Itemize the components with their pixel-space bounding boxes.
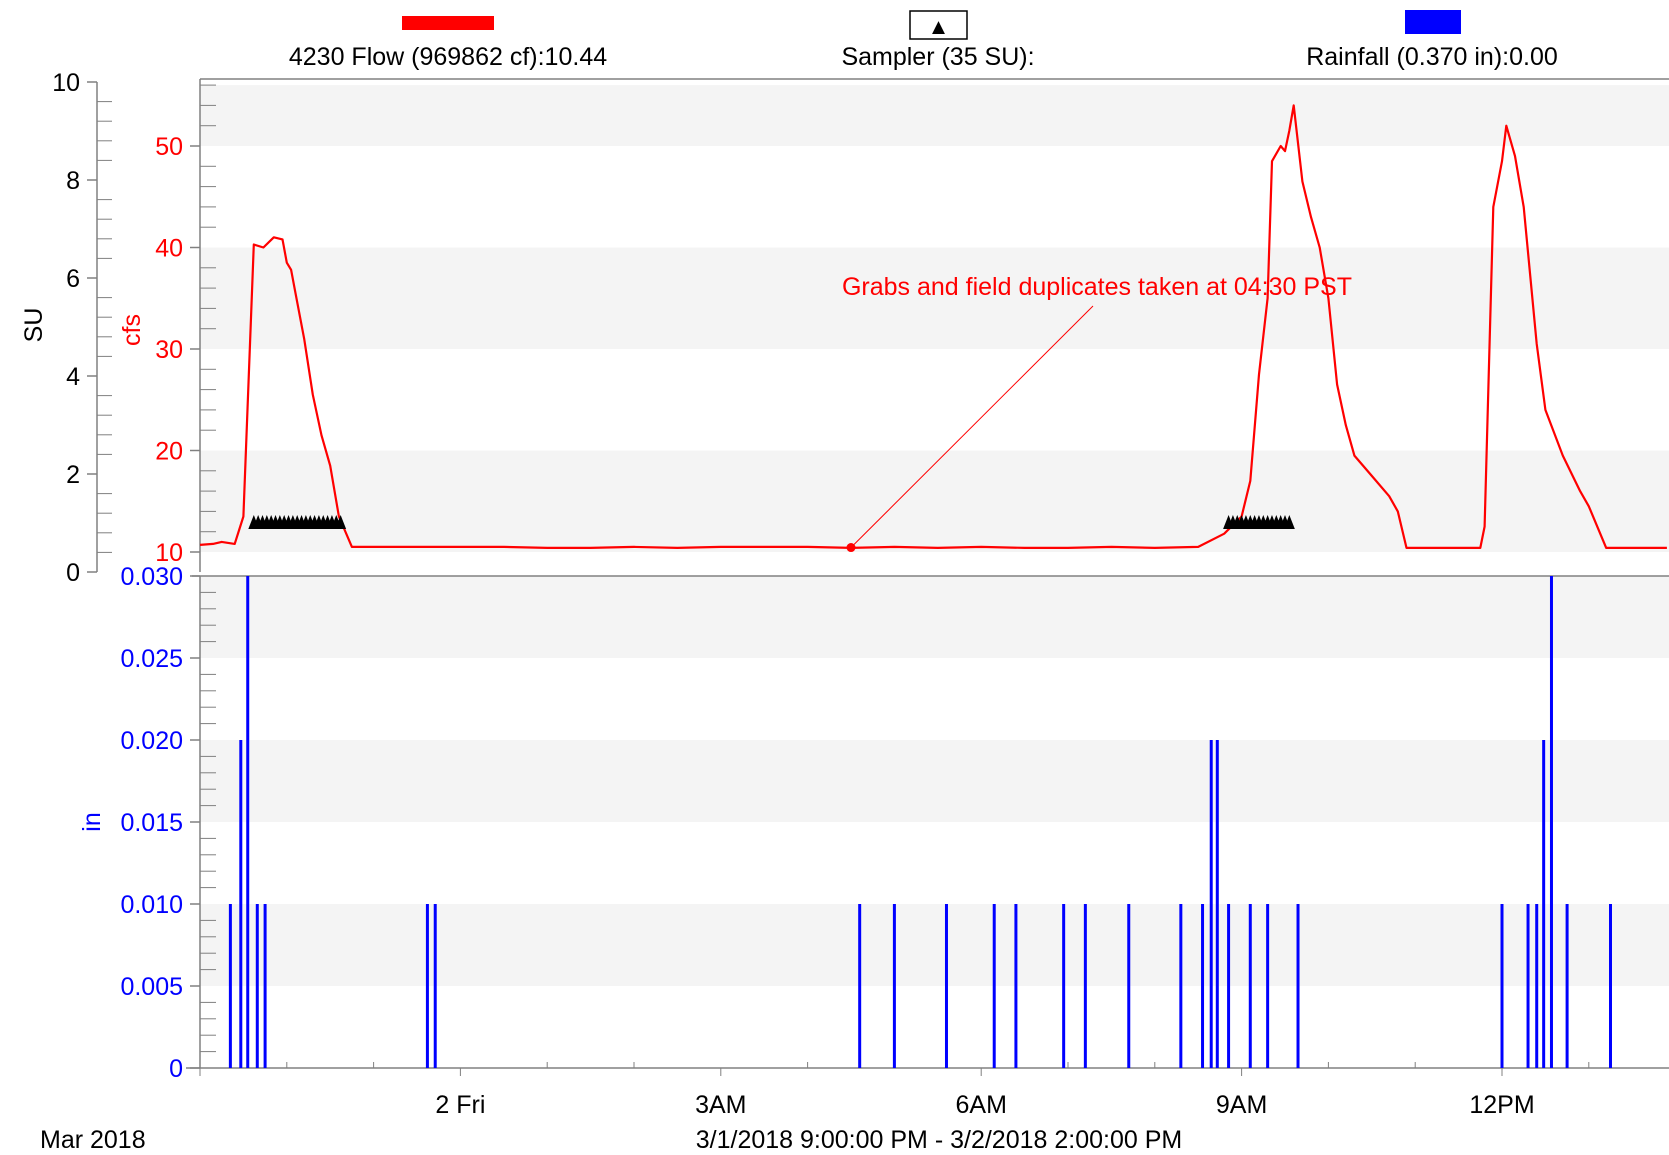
in-tick-label: 0.015 <box>120 809 183 837</box>
time-axis-ticks: 2 Fri 3AM 6AM 9AM 12PM <box>199 1062 1590 1119</box>
top-band <box>200 450 1669 552</box>
su-axis-title: SU <box>20 308 48 343</box>
su-tick-label: 6 <box>66 265 80 293</box>
cfs-axis-title: cfs <box>118 314 146 346</box>
legend: 4230 Flow (969862 cf):10.44 ▲ Sampler (3… <box>289 10 1558 71</box>
flow-legend-label: 4230 Flow (969862 cf):10.44 <box>289 43 607 71</box>
bottom-band <box>200 904 1669 986</box>
date-range-label: 3/1/2018 9:00:00 PM - 3/2/2018 2:00:00 P… <box>696 1126 1182 1154</box>
flow-line <box>199 104 1667 550</box>
annotation-leader-line <box>850 305 1094 548</box>
annotation-point <box>846 543 856 553</box>
rainfall-legend-label: Rainfall (0.370 in):0.00 <box>1306 43 1558 71</box>
su-tick-label: 8 <box>66 167 80 195</box>
in-axis-title: in <box>78 812 106 831</box>
rainfall-bars <box>228 576 1612 1068</box>
sampler-legend-label: Sampler (35 SU): <box>841 43 1034 71</box>
time-tick-label: 2 Fri <box>435 1091 485 1119</box>
sampler-markers <box>248 515 1295 529</box>
su-tick-label: 2 <box>66 461 80 489</box>
annotation: Grabs and field duplicates taken at 04:3… <box>842 273 1352 553</box>
time-tick-label: 3AM <box>695 1091 746 1119</box>
cfs-tick-label: 10 <box>155 539 183 567</box>
su-tick-label: 0 <box>66 559 80 587</box>
cfs-axis-ticks: 10 20 30 40 50 <box>155 84 216 567</box>
cfs-tick-label: 20 <box>155 438 183 466</box>
time-tick-label: 6AM <box>955 1091 1006 1119</box>
in-tick-label: 0.020 <box>120 727 183 755</box>
bottom-band <box>200 576 1669 658</box>
in-tick-label: 0.030 <box>120 563 183 591</box>
time-tick-label: 12PM <box>1469 1091 1534 1119</box>
top-band <box>200 247 1669 349</box>
in-tick-label: 0.025 <box>120 645 183 673</box>
sampler-legend-icon: ▲ <box>928 14 950 39</box>
su-tick-label: 4 <box>66 363 80 391</box>
flow-legend-swatch <box>402 16 494 30</box>
cfs-tick-label: 50 <box>155 133 183 161</box>
time-tick-label: 9AM <box>1216 1091 1267 1119</box>
bottom-band <box>200 740 1669 822</box>
su-tick-label: 10 <box>52 69 80 97</box>
su-axis-ticks: 0 2 4 6 8 10 <box>52 69 112 587</box>
sampler-marker <box>335 515 347 529</box>
cfs-tick-label: 30 <box>155 336 183 364</box>
sampler-marker <box>1283 515 1295 529</box>
in-axis-ticks: 0 0.005 0.010 0.015 0.020 0.025 0.030 <box>120 563 216 1083</box>
top-band <box>200 85 1669 146</box>
rainfall-legend-swatch <box>1405 10 1461 34</box>
annotation-text: Grabs and field duplicates taken at 04:3… <box>842 273 1352 301</box>
in-tick-label: 0.010 <box>120 891 183 919</box>
axis-lines <box>96 78 1669 1069</box>
top-panel-bands <box>200 85 1669 552</box>
sampler-legend-box <box>909 10 968 40</box>
in-tick-label: 0.005 <box>120 973 183 1001</box>
flow-series <box>199 104 1667 550</box>
cfs-tick-label: 40 <box>155 235 183 263</box>
month-label: Mar 2018 <box>40 1126 146 1154</box>
bottom-panel-bands <box>200 576 1669 986</box>
in-tick-label: 0 <box>169 1055 183 1083</box>
